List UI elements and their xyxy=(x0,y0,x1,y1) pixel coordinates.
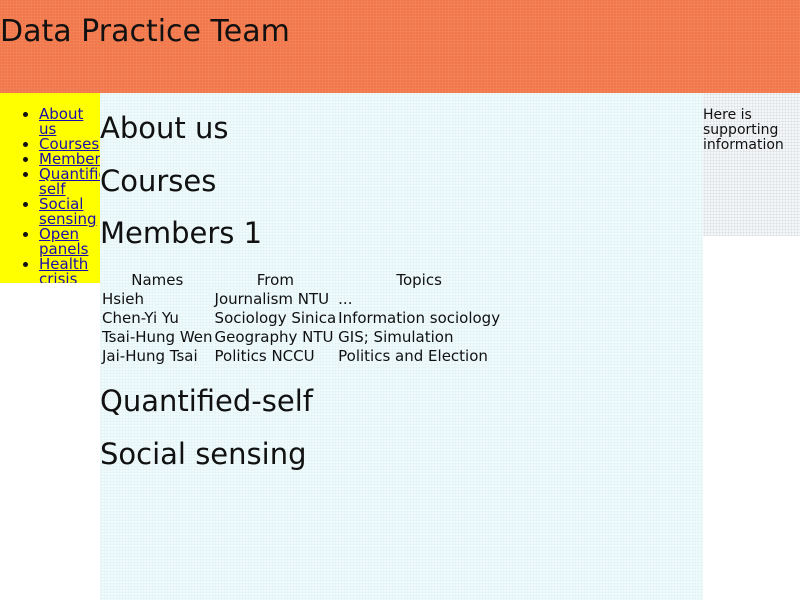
sidebar-link-about[interactable]: About us xyxy=(39,105,84,138)
member-from: Sociology Sinica xyxy=(214,309,337,327)
sidebar-item-open-panels: Open panels xyxy=(39,227,100,257)
member-name: Tsai-Hung Wen xyxy=(102,328,213,346)
sidebar-item-social-sensing: Social sensing xyxy=(39,197,100,227)
sidebar-link-members[interactable]: Members xyxy=(39,150,100,168)
sidebar-item-quantified-self: Quantified-self xyxy=(39,167,100,197)
section-heading-about: About us xyxy=(100,111,229,145)
table-row: Chen-Yi Yu Sociology Sinica Information … xyxy=(102,310,500,327)
section-heading-quantified-self: Quantified-self xyxy=(100,384,313,418)
column-header-from: From xyxy=(256,271,294,289)
member-from: Journalism NTU xyxy=(214,290,330,308)
table-row: Hsieh Journalism NTU ... xyxy=(102,291,500,308)
member-name: Chen-Yi Yu xyxy=(102,309,179,327)
member-topics: ... xyxy=(338,290,353,308)
section-heading-courses: Courses xyxy=(100,164,217,198)
column-header-topics: Topics xyxy=(396,271,442,289)
sidebar-item-courses: Courses xyxy=(39,137,100,152)
sidebar-item-about: About us xyxy=(39,107,100,137)
sidebar-link-social-sensing[interactable]: Social sensing xyxy=(39,195,97,228)
section-heading-members: Members 1 xyxy=(100,216,263,250)
column-header-names: Names xyxy=(131,271,184,289)
sidebar-link-health-crisis[interactable]: Health crisis xyxy=(39,255,89,284)
member-topics: GIS; Simulation xyxy=(338,328,454,346)
table-row: Tsai-Hung Wen Geography NTU GIS; Simulat… xyxy=(102,329,500,346)
page-title: Data Practice Team xyxy=(0,14,290,49)
member-topics: Politics and Election xyxy=(338,347,488,365)
table-row: Jai-Hung Tsai Politics NCCU Politics and… xyxy=(102,348,500,365)
sidebar-link-quantified-self[interactable]: Quantified-self xyxy=(39,165,100,198)
sidebar-link-courses[interactable]: Courses xyxy=(39,135,100,153)
main-content: About us Courses Members 1 Names From To… xyxy=(100,93,703,600)
member-name: Hsieh xyxy=(102,290,144,308)
section-heading-social-sensing: Social sensing xyxy=(100,437,307,471)
page-header: Data Practice Team xyxy=(0,0,800,93)
sidebar-link-quantified-text: Quantified-self xyxy=(39,165,100,198)
member-from: Politics NCCU xyxy=(214,347,315,365)
supporting-info-panel: Here is supporting information xyxy=(703,93,800,236)
supporting-info-text: Here is supporting information xyxy=(703,107,784,153)
sidebar-nav: About us Courses Members Quantified-self… xyxy=(0,93,100,283)
sidebar-item-health-crisis: Health crisis xyxy=(39,255,100,284)
sidebar-list: About us Courses Members Quantified-self… xyxy=(0,107,100,284)
sidebar-item-members: Members xyxy=(39,152,100,167)
table-header-row: Names From Topics xyxy=(102,272,500,289)
sidebar-link-open-panels[interactable]: Open panels xyxy=(39,225,89,258)
member-topics: Information sociology xyxy=(338,309,501,327)
member-from: Geography NTU xyxy=(214,328,334,346)
members-table: Names From Topics Hsieh Journalism NTU .… xyxy=(100,270,502,367)
member-name: Jai-Hung Tsai xyxy=(102,347,198,365)
